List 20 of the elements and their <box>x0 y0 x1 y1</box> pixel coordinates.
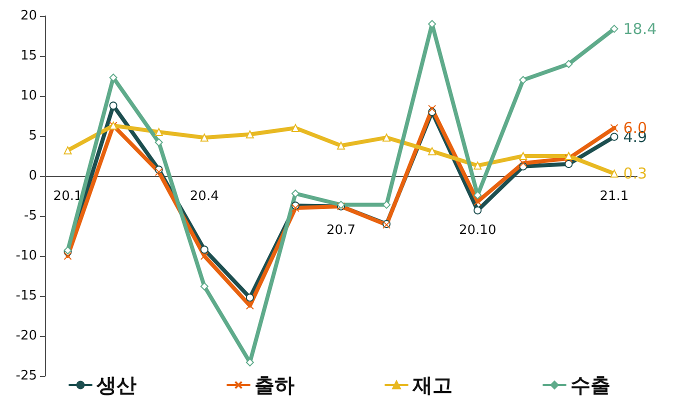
y-tick-label: 5 <box>28 128 37 144</box>
x-tick-label: 21.1 <box>600 189 629 204</box>
x-tick-label: 20.7 <box>326 223 356 238</box>
x-tick-label: 20.10 <box>459 223 496 238</box>
y-tick-label: -20 <box>16 328 37 344</box>
y-tick-label: 0 <box>28 168 37 184</box>
legend-label: 출하 <box>254 373 294 397</box>
y-tick-label: 20 <box>20 8 37 24</box>
y-tick-label: -5 <box>24 208 37 224</box>
data-label: 18.4 <box>623 20 657 38</box>
y-tick-label: -25 <box>16 368 37 384</box>
y-tick-label: 15 <box>20 48 37 64</box>
x-tick-label: 20.4 <box>190 189 219 204</box>
legend-label: 재고 <box>412 373 452 397</box>
legend-label: 수출 <box>570 373 610 397</box>
y-tick-label: 10 <box>20 88 37 104</box>
y-tick-label: -10 <box>16 248 37 264</box>
legend-label: 생산 <box>96 373 136 397</box>
x-tick-label: 20.1 <box>53 189 82 204</box>
y-tick-label: -15 <box>16 288 37 304</box>
